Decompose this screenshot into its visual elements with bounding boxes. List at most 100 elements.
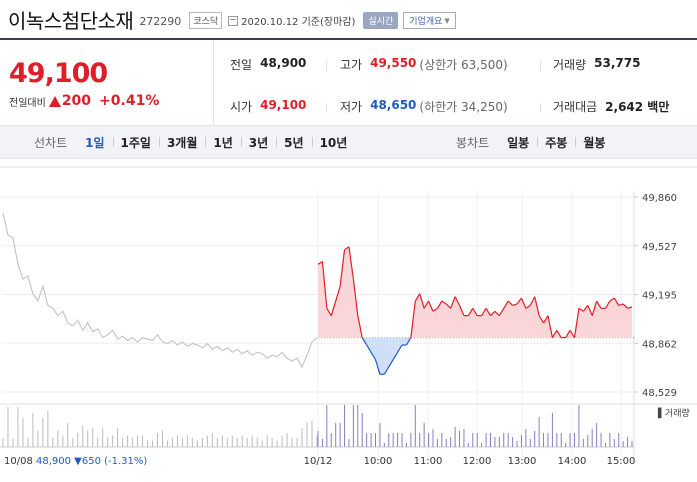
today-price-segment bbox=[565, 330, 571, 338]
price-box: 49,100 전일대비 200 +0.41% bbox=[0, 40, 213, 125]
x-tick-label: 10:00 bbox=[364, 456, 393, 467]
volume-label: ▌거래량 bbox=[657, 407, 690, 419]
date-text: 2020.10.12 기준(장마감) bbox=[241, 13, 355, 28]
today-price-segment bbox=[609, 297, 615, 302]
today-price-segment bbox=[551, 330, 558, 338]
change-label: 전일대비 bbox=[9, 97, 46, 109]
stat-value: 49,550 bbox=[370, 56, 417, 70]
price-change: 전일대비 200 +0.41% bbox=[9, 93, 213, 109]
candle-weekly[interactable]: 주봉 bbox=[537, 134, 575, 151]
period-1w[interactable]: 1주일 bbox=[112, 134, 159, 151]
today-price-segment bbox=[485, 308, 491, 316]
today-price-segment bbox=[397, 344, 403, 353]
today-price-segment bbox=[414, 293, 421, 302]
today-price-segment bbox=[573, 308, 580, 338]
up-area-fill bbox=[318, 246, 632, 338]
period-3m[interactable]: 3개월 bbox=[158, 134, 205, 151]
today-price-segment bbox=[472, 308, 478, 316]
x-tick-label: 15:00 bbox=[607, 456, 636, 467]
today-price-segment bbox=[591, 300, 598, 316]
stat-sub: (하한가 34,250) bbox=[419, 100, 508, 114]
stat-label: 저가 bbox=[340, 100, 363, 114]
today-price-segment bbox=[556, 330, 562, 338]
today-price-segment bbox=[543, 315, 549, 324]
today-price-segment bbox=[534, 296, 540, 316]
period-3y[interactable]: 3년 bbox=[240, 134, 276, 151]
today-price-segment bbox=[432, 307, 438, 312]
y-tick-label: 49,860 bbox=[642, 193, 677, 204]
period-5y[interactable]: 5년 bbox=[276, 134, 311, 151]
stock-header: 이녹스첨단소재 272290 코스닥 2020.10.12 기준(장마감) 실시… bbox=[0, 0, 697, 38]
stat-open: 시가 49,100 bbox=[230, 98, 306, 115]
stock-code: 272290 bbox=[139, 14, 182, 28]
chart-toolbar: 선차트 1일 1주일 3개월 1년 3년 5년 10년 봉차트 일봉 주봉 월봉 bbox=[0, 125, 697, 159]
today-price-segment bbox=[596, 300, 602, 309]
stats-panel: 전일 48,900 고가 49,550 (상한가 63,500) 거래량 53,… bbox=[213, 40, 697, 125]
today-price-segment bbox=[512, 303, 518, 306]
up-arrow-icon bbox=[48, 95, 61, 107]
line-chart-label: 선차트 bbox=[34, 135, 68, 150]
price-chart-area: 49,860 49,527 49,195 48,862 48,529 10/12 10:00… bbox=[0, 159, 697, 478]
stat-label: 거래량 bbox=[553, 58, 587, 72]
prev-day-line bbox=[2, 212, 318, 369]
stat-divider bbox=[326, 61, 327, 71]
today-price-segment bbox=[388, 359, 394, 368]
period-1y[interactable]: 1년 bbox=[205, 134, 240, 151]
candle-chart-label: 봉차트 bbox=[456, 135, 490, 150]
y-tick-label: 48,862 bbox=[642, 339, 677, 350]
today-price-segment bbox=[569, 330, 576, 338]
today-price-segment bbox=[516, 297, 522, 305]
today-price-segment bbox=[520, 297, 527, 309]
change-value: 200 bbox=[61, 93, 92, 109]
candle-daily[interactable]: 일봉 bbox=[507, 135, 530, 150]
stat-label: 거래대금 bbox=[553, 100, 598, 114]
x-tick-label: 10/12 bbox=[304, 456, 333, 467]
company-overview-label: 기업개요 bbox=[409, 17, 443, 27]
prev-day-summary: 48,900 ▼650 (-1.31%) bbox=[36, 456, 147, 467]
today-price-segment bbox=[441, 300, 447, 305]
today-price-segment bbox=[622, 303, 629, 309]
current-price: 49,100 bbox=[9, 58, 108, 89]
x-tick-label: 14:00 bbox=[558, 456, 587, 467]
stat-label: 고가 bbox=[340, 58, 363, 72]
x-tick-label: 11:00 bbox=[414, 456, 443, 467]
today-price-segment bbox=[374, 359, 381, 375]
today-price-segment bbox=[613, 297, 620, 306]
calendar-icon bbox=[228, 15, 239, 26]
stat-value: 48,900 bbox=[260, 56, 307, 70]
today-price-segment bbox=[335, 286, 341, 302]
prev-day-date: 10/08 bbox=[4, 456, 33, 467]
company-overview-button[interactable]: 기업개요 ▼ bbox=[403, 12, 456, 29]
today-price-segment bbox=[467, 308, 474, 316]
period-10y[interactable]: 10년 bbox=[311, 134, 356, 151]
y-tick-label: 49,527 bbox=[642, 242, 677, 253]
today-price-segment bbox=[604, 300, 611, 309]
stat-label: 전일 bbox=[230, 58, 253, 72]
today-price-segment bbox=[357, 315, 363, 338]
stat-amount: 거래대금 2,642 백만 bbox=[553, 98, 669, 115]
today-price-segment bbox=[423, 300, 430, 309]
stat-value: 49,100 bbox=[260, 98, 307, 112]
candle-monthly[interactable]: 월봉 bbox=[575, 134, 613, 151]
period-1d[interactable]: 1일 bbox=[85, 135, 105, 150]
today-price-segment bbox=[352, 278, 359, 316]
realtime-button[interactable]: 실시간 bbox=[363, 12, 399, 29]
today-price-segment bbox=[344, 246, 350, 251]
x-tick-label: 12:00 bbox=[463, 456, 492, 467]
today-price-segment bbox=[383, 366, 390, 375]
today-price-segment bbox=[503, 300, 509, 309]
today-price-segment bbox=[525, 304, 531, 309]
today-price-segment bbox=[627, 306, 633, 309]
stat-label: 시가 bbox=[230, 100, 253, 114]
today-price-segment bbox=[366, 344, 372, 353]
today-price-segment bbox=[578, 307, 584, 312]
stat-divider bbox=[540, 103, 541, 113]
today-price-segment bbox=[321, 261, 328, 309]
today-price-segment bbox=[326, 308, 332, 316]
today-price-segment bbox=[339, 249, 346, 287]
header-divider bbox=[0, 38, 697, 40]
stat-divider bbox=[326, 103, 327, 113]
today-price-segment bbox=[490, 310, 496, 317]
today-price-segment bbox=[361, 337, 368, 346]
market-badge: 코스닥 bbox=[189, 12, 223, 29]
